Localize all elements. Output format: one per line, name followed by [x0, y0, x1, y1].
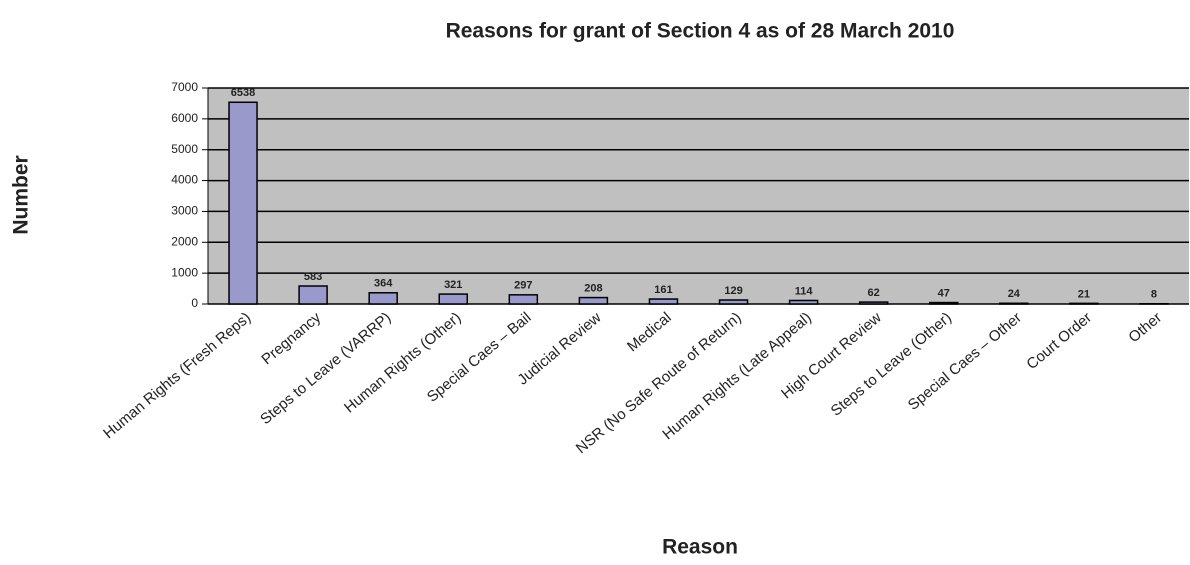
data-label: 321: [444, 279, 462, 291]
y-tick-label: 3000: [171, 204, 198, 218]
y-tick-label: 7000: [171, 80, 198, 94]
bar: [298, 285, 328, 305]
data-label: 114: [795, 285, 814, 297]
data-label: 583: [304, 271, 322, 283]
bar: [228, 101, 258, 305]
data-label: 21: [1078, 288, 1090, 300]
bar: [718, 299, 749, 305]
y-tick-label: 1000: [171, 265, 198, 279]
chart-title: Reasons for grant of Section 4 as of 28 …: [446, 20, 955, 43]
data-label: 62: [868, 287, 880, 299]
bar: [1069, 302, 1099, 305]
bar: [999, 302, 1029, 305]
bar: [858, 301, 889, 305]
x-tick-label: Special Caes – Other: [905, 309, 1025, 414]
x-tick-label: Human Rights (Fresh Reps): [100, 309, 254, 442]
y-tick-label: 2000: [171, 234, 198, 248]
data-label: 208: [584, 282, 602, 294]
data-label: 8: [1151, 289, 1157, 301]
bar: [929, 301, 959, 305]
y-axis-label: Number: [10, 155, 33, 234]
bar: [508, 294, 539, 305]
y-tick-label: 6000: [171, 111, 198, 125]
x-tick-label: Medical: [624, 309, 675, 355]
bar: [648, 298, 679, 305]
y-tick-label: 5000: [171, 142, 198, 156]
bar: [788, 299, 819, 305]
data-label: 24: [1008, 288, 1021, 300]
bar: [438, 293, 468, 305]
x-tick-label: Pregnancy: [258, 309, 324, 368]
x-tick-label: Steps to Leave (Other): [828, 309, 955, 420]
x-tick-label: Steps to Leave (VARRP): [257, 309, 394, 428]
y-tick-label: 4000: [171, 173, 198, 187]
data-label: 47: [938, 287, 950, 299]
plot-area: [208, 88, 1189, 304]
bar: [368, 292, 398, 305]
y-tick-label: 0: [191, 296, 198, 310]
data-label: 129: [724, 285, 742, 297]
data-label: 364: [374, 278, 393, 290]
x-tick-label: Other: [1125, 309, 1165, 346]
x-tick-label: Court Order: [1023, 309, 1095, 373]
x-axis-label: Reason: [662, 536, 738, 559]
x-tick-label: Human Rights (Late Appeal): [659, 309, 814, 443]
bar: [578, 296, 609, 305]
data-label: 297: [514, 280, 532, 292]
data-label: 6538: [231, 87, 255, 99]
data-label: 161: [654, 284, 672, 296]
x-tick-label: Human Rights (Other): [341, 309, 464, 416]
